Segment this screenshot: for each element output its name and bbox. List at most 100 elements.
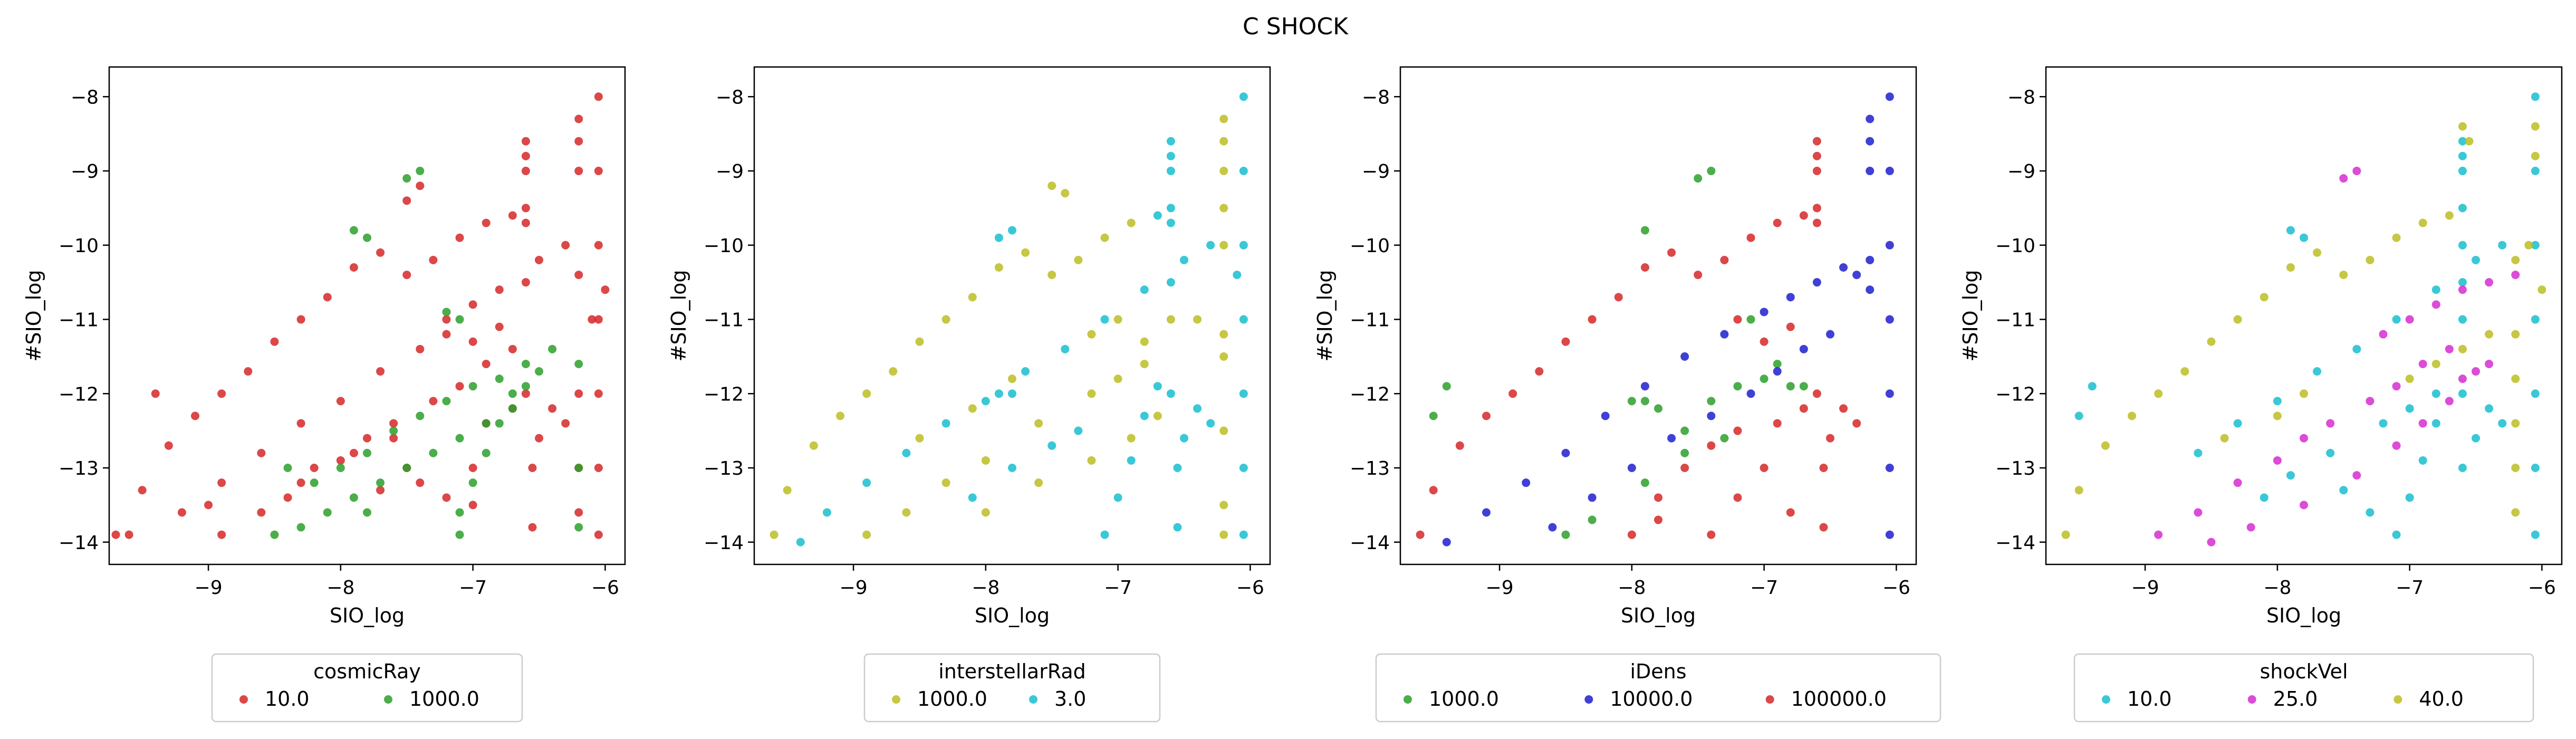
y-tick-label: −9 — [1362, 161, 1390, 183]
legend-entry-label: 10.0 — [265, 687, 310, 711]
data-point — [1034, 419, 1043, 428]
data-point — [968, 293, 977, 302]
data-point — [1588, 515, 1597, 524]
data-point — [994, 233, 1003, 242]
data-point — [2472, 255, 2480, 264]
data-point — [1640, 382, 1649, 391]
data-point — [270, 337, 279, 346]
data-point — [2101, 441, 2110, 450]
data-point — [561, 419, 570, 428]
data-point — [217, 478, 226, 487]
data-point — [349, 448, 358, 457]
data-point — [1866, 285, 1875, 294]
data-point — [2418, 218, 2427, 227]
data-point — [2246, 523, 2255, 532]
data-point — [2273, 397, 2282, 406]
data-point — [2458, 122, 2467, 131]
data-point — [1866, 114, 1875, 123]
data-point — [1442, 538, 1451, 546]
legend-frame — [1375, 653, 1941, 723]
data-point — [389, 426, 398, 435]
data-point — [2300, 434, 2308, 443]
data-point — [1219, 530, 1228, 539]
data-point — [1548, 523, 1557, 532]
data-point — [2405, 375, 2414, 383]
data-point — [1127, 218, 1136, 227]
data-point — [1640, 226, 1649, 235]
data-point — [416, 344, 425, 353]
x-tick-label: −8 — [326, 577, 354, 599]
data-point — [1812, 137, 1821, 146]
data-point — [1561, 530, 1570, 539]
data-point — [2431, 300, 2440, 309]
data-point — [1839, 404, 1848, 413]
data-point — [1885, 464, 1894, 473]
data-point — [1233, 271, 1242, 280]
data-point — [1654, 404, 1662, 413]
legend-entry-label: 10000.0 — [1610, 687, 1693, 711]
series-10000.0 — [1442, 92, 1894, 546]
data-point — [1166, 204, 1175, 213]
y-tick-label: −12 — [59, 383, 99, 405]
data-point — [2498, 241, 2507, 249]
data-point — [594, 464, 603, 473]
data-point — [574, 389, 583, 398]
data-point — [994, 389, 1003, 398]
data-point — [349, 226, 358, 235]
y-tick-label: −11 — [1350, 310, 1390, 331]
data-point — [594, 92, 603, 101]
data-point — [889, 367, 898, 376]
series-1000.0 — [770, 114, 1228, 539]
data-point — [1733, 382, 1742, 391]
data-point — [521, 167, 530, 176]
data-point — [1219, 501, 1228, 510]
x-tick-label: −8 — [972, 577, 999, 599]
data-point — [941, 478, 950, 487]
data-point — [822, 508, 831, 517]
data-point — [389, 434, 398, 443]
data-point — [1173, 523, 1182, 532]
data-point — [1140, 359, 1149, 368]
y-tick-label: −9 — [2007, 161, 2035, 183]
x-tick-label: −9 — [195, 577, 223, 599]
data-point — [2352, 167, 2361, 176]
data-point — [1008, 226, 1016, 235]
data-point — [1127, 434, 1136, 443]
data-point — [1087, 330, 1096, 339]
data-point — [1839, 263, 1848, 272]
y-tick-label: −12 — [1995, 383, 2035, 405]
data-point — [2531, 389, 2540, 398]
data-point — [310, 464, 319, 473]
data-point — [1153, 211, 1162, 220]
data-point — [1812, 204, 1821, 213]
data-point — [2431, 389, 2440, 398]
data-point — [1219, 426, 1228, 435]
data-point — [2366, 397, 2375, 406]
y-tick-label: −14 — [1995, 532, 2035, 554]
data-point — [2194, 448, 2203, 457]
data-point — [416, 167, 425, 176]
data-point — [1819, 523, 1828, 532]
data-point — [2233, 419, 2242, 428]
data-point — [1061, 344, 1070, 353]
data-point — [389, 419, 398, 428]
data-point — [363, 508, 371, 517]
data-point — [1561, 337, 1570, 346]
data-point — [1866, 255, 1875, 264]
data-point — [2531, 315, 2540, 324]
data-point — [336, 456, 345, 465]
data-point — [2465, 137, 2474, 146]
data-point — [2458, 137, 2467, 146]
data-point — [1746, 233, 1755, 242]
data-point — [2531, 464, 2540, 473]
data-point — [2511, 330, 2520, 339]
data-point — [574, 271, 583, 280]
data-point — [1588, 493, 1597, 502]
data-point — [2485, 278, 2494, 287]
legend-marker — [2102, 695, 2110, 704]
x-tick-label: −7 — [1104, 577, 1132, 599]
data-point — [2313, 248, 2322, 257]
data-point — [1166, 151, 1175, 160]
data-point — [1667, 248, 1676, 257]
